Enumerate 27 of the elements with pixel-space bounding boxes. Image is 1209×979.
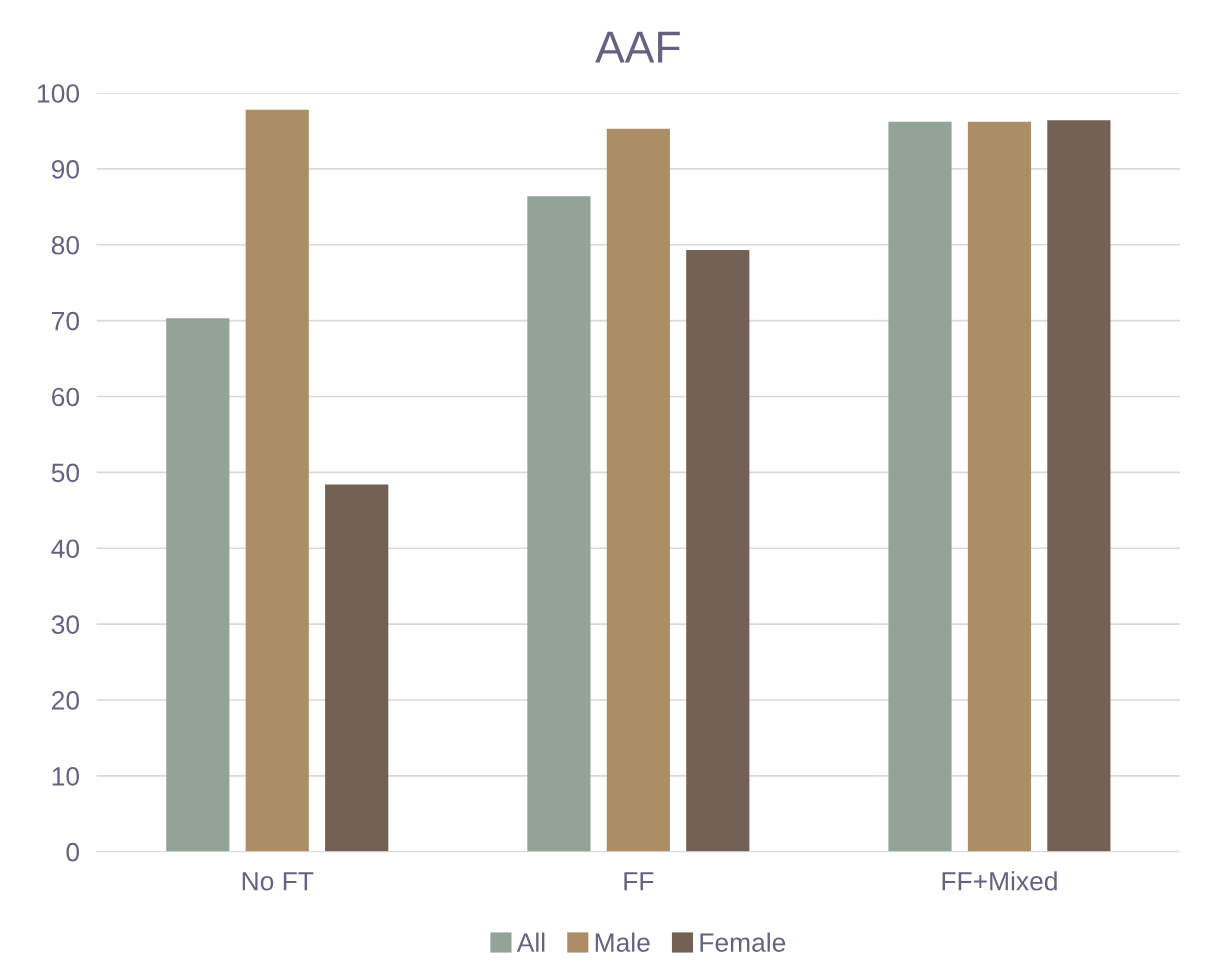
y-tick-label: 90 — [51, 160, 80, 179]
y-tick-label: 30 — [51, 615, 80, 634]
x-tick-label: FF+Mixed — [942, 871, 1057, 891]
y-tick-label: 80 — [51, 235, 80, 255]
bar — [1047, 120, 1111, 852]
y-tick-label: 50 — [51, 463, 80, 483]
y-tick-label: 40 — [51, 539, 80, 559]
bar — [967, 121, 1032, 852]
bar — [166, 318, 230, 852]
bar — [686, 250, 750, 852]
x-tick-label: No FT — [242, 872, 314, 891]
y-tick-label: 70 — [52, 311, 80, 331]
bar — [325, 484, 389, 852]
y-tick-label: 100 — [38, 84, 80, 103]
legend-label: Female — [700, 932, 786, 952]
y-tick-label: 10 — [52, 766, 80, 786]
y-tick-label: 60 — [52, 387, 80, 407]
legend-label: Male — [595, 932, 650, 952]
bar — [245, 109, 309, 852]
bar — [888, 121, 952, 852]
x-tick-label: FF — [624, 872, 654, 891]
legend-label: All — [516, 932, 545, 952]
bar — [606, 128, 670, 852]
y-tick-label: 0 — [66, 842, 80, 862]
bar — [527, 196, 591, 852]
y-tick-label: 20 — [52, 691, 80, 710]
chart-title: AAF — [595, 31, 680, 63]
